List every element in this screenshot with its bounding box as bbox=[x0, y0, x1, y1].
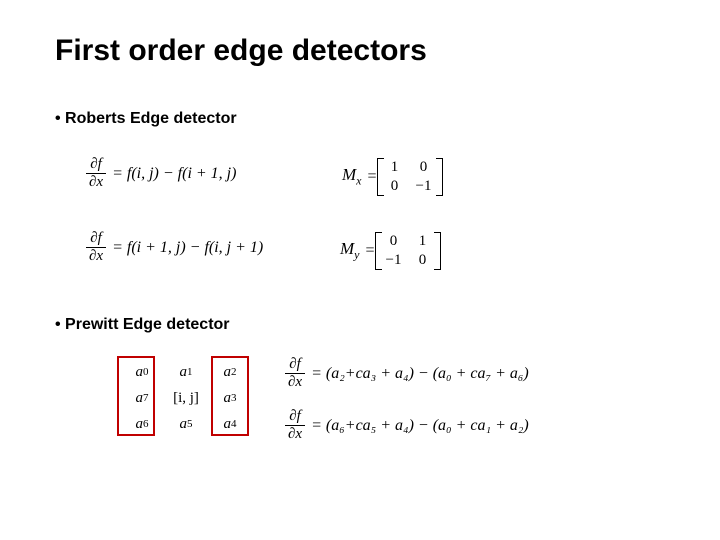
my-label: M bbox=[340, 239, 354, 258]
my-11: 0 bbox=[416, 252, 430, 269]
mx-eq: = bbox=[368, 168, 377, 186]
roberts-my-matrix: My = 0 1 −1 0 bbox=[340, 231, 441, 271]
prewitt-eq-dx: ∂f ∂x = (a₂+ca₃ + a₄) − (a₀ + ca₇ + a₆) bbox=[285, 356, 529, 391]
roberts-eq-dx: ∂f ∂x = f(i, j) − f(i + 1, j) bbox=[86, 156, 236, 191]
bullet-roberts: • Roberts Edge detector bbox=[55, 110, 237, 128]
prewitt-eq-dy: ∂f ∂x = (a₆+ca₅ + a₄) − (a₀ + ca₁ + a₂) bbox=[285, 408, 529, 443]
roberts-eq-dy: ∂f ∂x = f(i + 1, j) − f(i, j + 1) bbox=[86, 230, 263, 265]
mx-11: −1 bbox=[416, 178, 432, 195]
page-title: First order edge detectors bbox=[55, 34, 427, 68]
my-sub: y bbox=[354, 248, 359, 262]
center-ij: [i, j] bbox=[164, 386, 208, 410]
frac-den: ∂x bbox=[285, 374, 305, 391]
my-10: −1 bbox=[386, 252, 402, 269]
mx-01: 0 bbox=[416, 159, 432, 176]
mx-00: 1 bbox=[388, 159, 402, 176]
highlight-right-column bbox=[211, 356, 249, 436]
a1: a bbox=[180, 364, 188, 381]
frac-num: ∂f bbox=[286, 356, 304, 373]
my-00: 0 bbox=[386, 233, 402, 250]
eq-rhs: = (a₆+ca₅ + a₄) − (a₀ + ca₁ + a₂) bbox=[311, 417, 529, 435]
frac-den: ∂x bbox=[285, 426, 305, 443]
mx-sub: x bbox=[356, 174, 361, 188]
a5: a bbox=[180, 416, 188, 433]
eq-rhs: = (a₂+ca₃ + a₄) − (a₀ + ca₇ + a₆) bbox=[311, 365, 529, 383]
frac-num: ∂f bbox=[87, 156, 105, 173]
my-eq: = bbox=[366, 242, 375, 260]
frac-den: ∂x bbox=[86, 248, 106, 265]
mx-label: M bbox=[342, 165, 356, 184]
frac-num: ∂f bbox=[286, 408, 304, 425]
eq-rhs: = f(i + 1, j) − f(i, j + 1) bbox=[112, 239, 263, 257]
mx-10: 0 bbox=[388, 178, 402, 195]
highlight-left-column bbox=[117, 356, 155, 436]
bullet-prewitt: • Prewitt Edge detector bbox=[55, 316, 230, 334]
frac-den: ∂x bbox=[86, 174, 106, 191]
roberts-mx-matrix: Mx = 1 0 0 −1 bbox=[342, 157, 443, 197]
eq-rhs: = f(i, j) − f(i + 1, j) bbox=[112, 165, 236, 183]
a5-sub: 5 bbox=[187, 418, 193, 430]
a1-sub: 1 bbox=[187, 366, 193, 378]
my-01: 1 bbox=[416, 233, 430, 250]
frac-num: ∂f bbox=[87, 230, 105, 247]
